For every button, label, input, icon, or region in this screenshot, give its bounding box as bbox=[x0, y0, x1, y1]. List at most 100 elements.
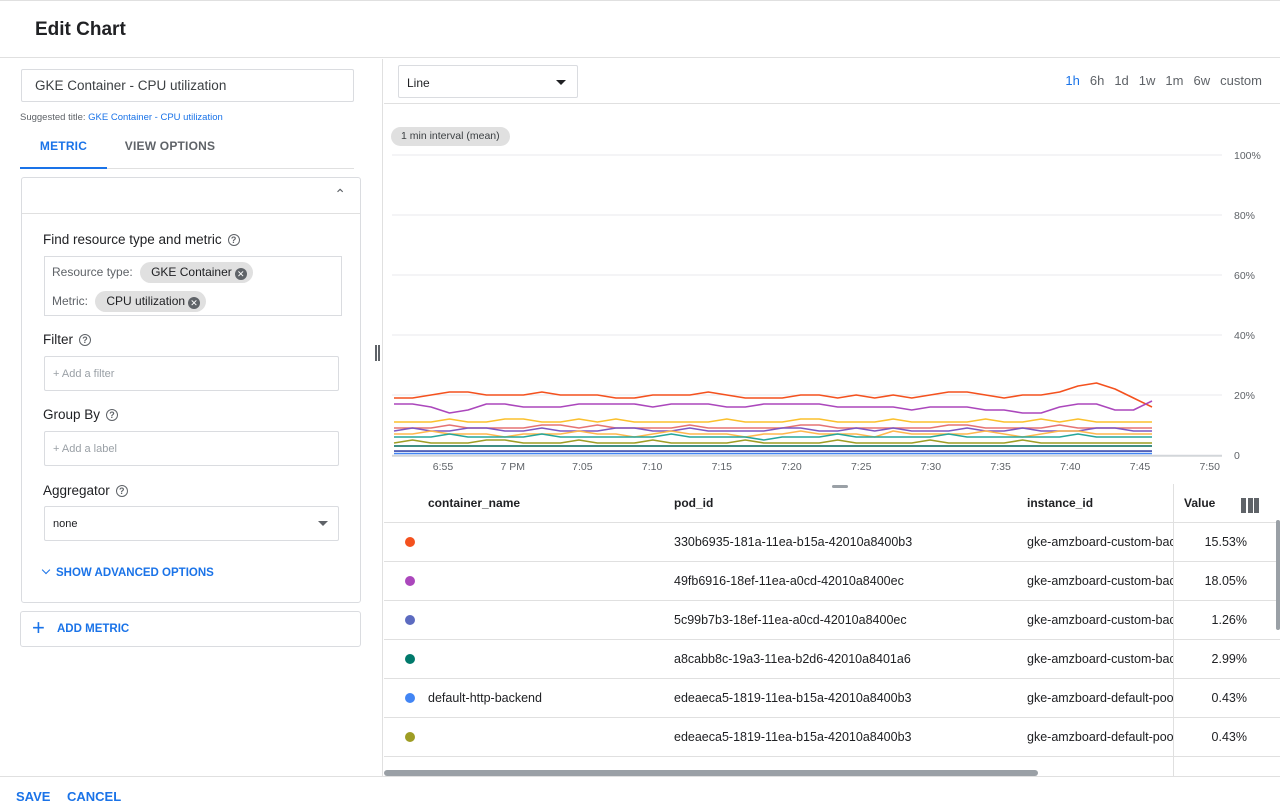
interval-badge: 1 min interval (mean) bbox=[391, 127, 510, 146]
help-icon[interactable]: ? bbox=[227, 234, 240, 246]
cell-value: 2.99% bbox=[1211, 652, 1247, 666]
chart-toolbar: Line 1h 6h 1d 1w 1m 6w custom bbox=[384, 59, 1280, 104]
y-tick-label: 80% bbox=[1234, 210, 1255, 222]
x-tick-label: 7:50 bbox=[1199, 461, 1220, 473]
column-header-container-name[interactable]: container_name bbox=[428, 496, 521, 510]
series-color-dot bbox=[405, 693, 415, 703]
remove-chip-icon[interactable]: ✕ bbox=[188, 297, 201, 309]
range-custom[interactable]: custom bbox=[1220, 73, 1262, 88]
series-color-dot bbox=[405, 576, 415, 586]
cell-container-name: default-http-backend bbox=[428, 691, 542, 705]
metric-value: CPU utilization bbox=[106, 294, 186, 308]
resource-type-value: GKE Container bbox=[151, 265, 232, 279]
resource-type-chip[interactable]: GKE Container ✕ bbox=[140, 262, 253, 283]
add-metric-button[interactable]: + ADD METRIC bbox=[20, 611, 361, 647]
metric-row: Metric: CPU utilization ✕ bbox=[52, 291, 207, 312]
aggregator-select[interactable]: none bbox=[44, 506, 339, 541]
tab-view-options[interactable]: VIEW OPTIONS bbox=[124, 139, 216, 153]
cell-instance-id: gke-amzboard-custom-backend bbox=[1027, 652, 1173, 666]
cell-instance-id: gke-amzboard-custom-backend bbox=[1027, 535, 1173, 549]
editor-tabs: METRIC VIEW OPTIONS bbox=[20, 129, 354, 169]
x-tick-label: 7:30 bbox=[921, 461, 942, 473]
resource-metric-selector[interactable]: Resource type: GKE Container ✕ Metric: CP… bbox=[44, 256, 342, 316]
show-advanced-options-button[interactable]: SHOW ADVANCED OPTIONS bbox=[41, 565, 214, 579]
table-row[interactable]: default-http-backend edeaeca5-1819-11ea-b… bbox=[384, 679, 1280, 718]
resource-type-row: Resource type: GKE Container ✕ bbox=[52, 262, 253, 283]
x-tick-label: 7:20 bbox=[781, 461, 802, 473]
series-line bbox=[394, 433, 1152, 441]
column-picker-icon[interactable] bbox=[1241, 498, 1261, 513]
plus-icon: + bbox=[32, 615, 45, 640]
help-icon[interactable]: ? bbox=[106, 409, 119, 421]
filter-label-text: Filter bbox=[43, 332, 73, 347]
collapse-chevron-icon[interactable]: ⌃ bbox=[334, 186, 346, 202]
series-line bbox=[394, 418, 1152, 423]
cell-value: 0.43% bbox=[1211, 730, 1247, 744]
groupby-label: Group By? bbox=[43, 407, 119, 422]
chart-type-select[interactable]: Line bbox=[398, 65, 578, 98]
help-icon[interactable]: ? bbox=[115, 485, 128, 497]
save-button[interactable]: SAVE bbox=[16, 789, 51, 804]
resource-type-label: Resource type: bbox=[52, 265, 133, 279]
cancel-button[interactable]: CANCEL bbox=[67, 789, 122, 804]
chart-type-value: Line bbox=[407, 76, 430, 90]
vertical-scrollbar[interactable] bbox=[1276, 520, 1280, 630]
cell-value: 15.53% bbox=[1204, 535, 1247, 549]
metric-label: Metric: bbox=[52, 294, 88, 308]
horizontal-scrollbar[interactable] bbox=[384, 770, 1038, 776]
remove-chip-icon[interactable]: ✕ bbox=[234, 268, 247, 280]
column-header-pod-id[interactable]: pod_id bbox=[674, 496, 714, 510]
metric-card-header: ⌃ bbox=[22, 178, 360, 214]
column-header-value[interactable]: Value bbox=[1184, 496, 1216, 510]
page-title: Edit Chart bbox=[35, 19, 126, 40]
tab-metric[interactable]: METRIC bbox=[20, 129, 107, 169]
y-tick-label: 40% bbox=[1234, 330, 1255, 342]
table-row[interactable]: edeaeca5-1819-11ea-b15a-42010a8400b3 gke-… bbox=[384, 718, 1280, 757]
suggested-title-link[interactable]: GKE Container - CPU utilization bbox=[88, 112, 223, 123]
line-chart: 0 20% 40% 60% 80% 100% 6:55 7 PM 7:05 7:10 7:15 7:2… bbox=[392, 150, 1261, 473]
cell-pod-id: 5c99b7b3-18ef-11ea-a0cd-42010a8400ec bbox=[674, 613, 907, 627]
range-6h[interactable]: 6h bbox=[1089, 73, 1105, 88]
dropdown-caret-icon bbox=[556, 80, 566, 85]
series-color-dot bbox=[405, 654, 415, 664]
table-row[interactable]: 5c99b7b3-18ef-11ea-a0cd-42010a8400ec gke-… bbox=[384, 601, 1280, 640]
table-row[interactable]: a8cabb8c-19a3-11ea-b2d6-42010a8401a6 gke-… bbox=[384, 640, 1280, 679]
series-line bbox=[393, 439, 1152, 444]
groupby-input[interactable]: + Add a label bbox=[44, 431, 339, 466]
footer-actions: SAVE CANCEL bbox=[0, 776, 1280, 810]
chevron-down-icon bbox=[41, 565, 51, 575]
filter-label: Filter? bbox=[43, 332, 91, 347]
cell-pod-id: 330b6935-181a-11ea-b15a-42010a8400b3 bbox=[674, 535, 913, 549]
cell-pod-id: edeaeca5-1819-11ea-b15a-42010a8400b3 bbox=[674, 691, 912, 705]
cell-instance-id: gke-amzboard-default-pool bbox=[1027, 730, 1173, 744]
table-row[interactable]: 49fb6916-18ef-11ea-a0cd-42010a8400ec gke-… bbox=[384, 562, 1280, 601]
y-tick-label: 100% bbox=[1234, 150, 1261, 162]
range-1h[interactable]: 1h bbox=[1065, 73, 1080, 88]
cell-pod-id: a8cabb8c-19a3-11ea-b2d6-42010a8401a6 bbox=[674, 652, 911, 666]
series-color-dot bbox=[405, 732, 415, 742]
y-tick-label: 0 bbox=[1234, 450, 1240, 462]
x-tick-label: 6:55 bbox=[433, 461, 454, 473]
range-1w[interactable]: 1w bbox=[1138, 73, 1156, 88]
range-1m[interactable]: 1m bbox=[1165, 73, 1184, 88]
chart-title-input[interactable]: GKE Container - CPU utilization bbox=[21, 69, 354, 102]
cell-value: 1.26% bbox=[1211, 613, 1247, 627]
column-header-instance-id[interactable]: instance_id bbox=[1027, 496, 1094, 510]
range-6w[interactable]: 6w bbox=[1193, 73, 1211, 88]
find-resource-label: Find resource type and metric? bbox=[43, 232, 240, 247]
range-1d[interactable]: 1d bbox=[1114, 73, 1129, 88]
cell-pod-id: 49fb6916-18ef-11ea-a0cd-42010a8400ec bbox=[674, 574, 904, 588]
panel-resize-handle[interactable] bbox=[375, 345, 380, 361]
cell-pod-id: edeaeca5-1819-11ea-b15a-42010a8400b3 bbox=[674, 730, 912, 744]
suggested-title-prefix: Suggested title: bbox=[20, 112, 86, 123]
table-row[interactable]: 330b6935-181a-11ea-b15a-42010a8400b3 gke-… bbox=[384, 523, 1280, 562]
filter-input[interactable]: + Add a filter bbox=[44, 356, 339, 391]
metric-chip[interactable]: CPU utilization ✕ bbox=[95, 291, 207, 312]
groupby-label-text: Group By bbox=[43, 407, 101, 422]
editor-panel: GKE Container - CPU utilization Suggeste… bbox=[0, 59, 383, 776]
page-header: Edit Chart bbox=[0, 0, 1280, 58]
add-metric-label: ADD METRIC bbox=[57, 623, 130, 635]
help-icon[interactable]: ? bbox=[79, 334, 91, 346]
table-resize-handle[interactable] bbox=[832, 485, 848, 488]
